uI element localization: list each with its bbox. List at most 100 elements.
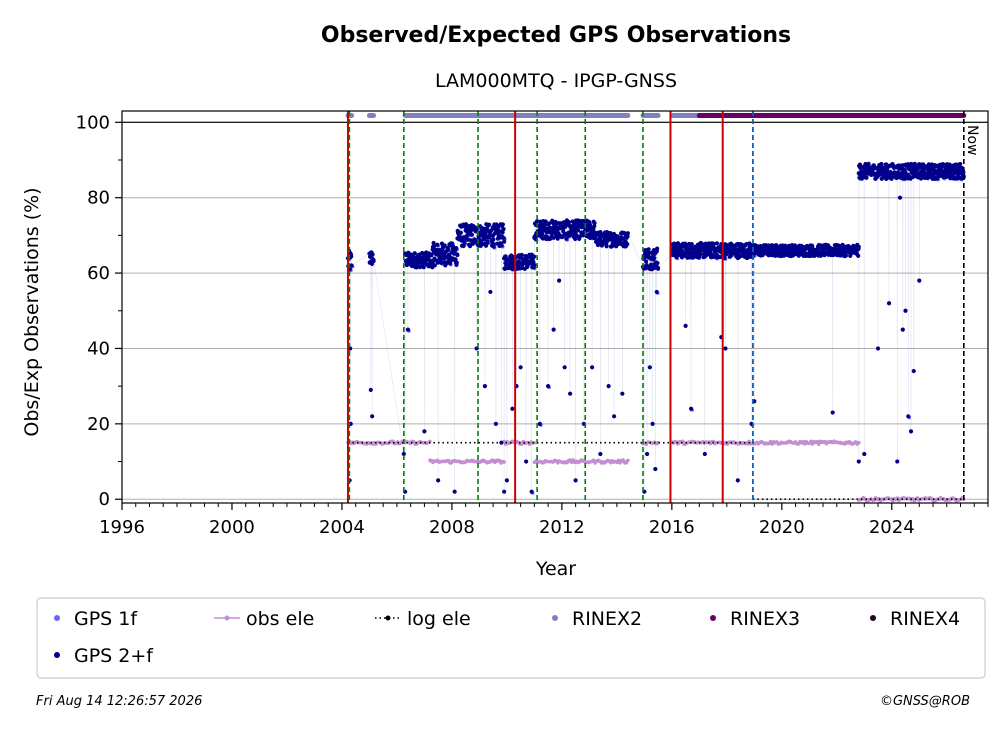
- obs-ele-point: [532, 440, 537, 445]
- gps2f-point: [900, 327, 905, 332]
- gps2f-point: [655, 261, 660, 266]
- obs-ele-point: [502, 460, 506, 464]
- gps2f-point: [573, 478, 578, 483]
- gps2f-point: [519, 252, 524, 257]
- footer-credit: ©GNSS@ROB: [879, 694, 970, 709]
- obs-ele-point: [816, 442, 821, 446]
- x-tick-label: 2020: [759, 517, 805, 538]
- gps2f-point: [453, 257, 458, 262]
- gps2f-point: [504, 478, 509, 483]
- gps2f-point: [501, 236, 506, 241]
- gps2f-point: [432, 263, 437, 268]
- gps2f-point: [500, 230, 505, 235]
- gps2f-point: [606, 384, 611, 389]
- gps2f-point: [450, 241, 455, 246]
- gps2f-point: [500, 222, 506, 227]
- y-axis-label: Obs/Exp Observations (%): [21, 187, 43, 436]
- x-tick-label: 2004: [319, 517, 365, 538]
- gps2f-point: [908, 429, 914, 434]
- gps2f-point: [735, 478, 740, 483]
- gps2f-point: [604, 244, 609, 249]
- gps2f-point: [491, 242, 497, 247]
- legend-label: GPS 2+f: [74, 645, 154, 667]
- gps2f-point: [652, 255, 657, 261]
- gps2f-point: [417, 265, 423, 270]
- obs-ele-point: [626, 458, 630, 463]
- gps2f-point: [439, 260, 444, 265]
- gps2f-point: [612, 414, 617, 419]
- gps2f-point: [886, 301, 892, 306]
- gps2f-point: [499, 243, 504, 248]
- gps2f-point: [689, 242, 694, 247]
- gps2f-point: [535, 218, 540, 224]
- gps2f-point: [843, 253, 849, 258]
- gps2f-point: [401, 451, 406, 457]
- gps2f-point: [529, 489, 534, 494]
- y-tick-label: 100: [76, 112, 110, 133]
- gps2f-point: [568, 391, 573, 396]
- x-tick-label: 2012: [539, 517, 585, 538]
- gps2f-point: [711, 241, 716, 246]
- x-tick-label: 2000: [209, 517, 255, 538]
- x-tick-label: 1996: [99, 517, 145, 538]
- chart-title: Observed/Expected GPS Observations: [321, 23, 791, 48]
- gps2f-point: [625, 234, 630, 239]
- y-tick-label: 60: [87, 263, 110, 284]
- gps2f-point: [537, 421, 542, 426]
- gps2f-point: [524, 459, 529, 464]
- gps2f-point: [714, 241, 720, 246]
- gps2f-point: [911, 368, 916, 374]
- gps2f-point: [436, 478, 441, 483]
- gps2f-point: [412, 251, 417, 256]
- gps2f-point: [903, 169, 908, 175]
- legend-label: GPS 1f: [74, 608, 138, 630]
- gps2f-point: [414, 265, 419, 270]
- legend-label: log ele: [407, 608, 471, 630]
- gps2f-point: [546, 384, 551, 389]
- gps2f-point: [941, 162, 946, 167]
- legend-marker: [552, 615, 558, 621]
- gps2f-point: [590, 365, 595, 370]
- gps2f-point: [864, 175, 869, 180]
- chart-subtitle: LAM000MTQ - IPGP-GNSS: [435, 70, 677, 92]
- gps2f-point: [531, 254, 537, 259]
- gps2f-point: [897, 195, 903, 200]
- obs-ele-point: [656, 440, 660, 445]
- plot-area: Now 1996 2000 2004 2008 2012 2016 2020 2024 0 20 40…: [76, 110, 989, 538]
- gps2f-point: [575, 227, 581, 233]
- gps2f-point: [856, 459, 861, 464]
- gps2f-point: [573, 236, 578, 242]
- gps2f-point: [543, 219, 548, 224]
- gps2f-point: [906, 414, 911, 419]
- plot-content: [345, 111, 967, 503]
- x-axis-label: Year: [535, 558, 576, 580]
- x-tick-label: 2024: [869, 517, 915, 538]
- x-tick-label: 2016: [649, 517, 695, 538]
- gps2f-point: [562, 365, 567, 370]
- plot-frame: [121, 110, 989, 504]
- gps2f-point: [485, 240, 490, 245]
- y-tick-label: 20: [87, 414, 110, 435]
- legend-marker: [710, 615, 716, 621]
- gps2f-point: [469, 232, 474, 237]
- gps2f-point: [510, 406, 515, 411]
- gps2f-point: [547, 221, 552, 226]
- gps2f-point: [421, 265, 426, 270]
- legend-marker: [870, 615, 876, 621]
- gps2f-point: [655, 246, 660, 251]
- obs-ele-point: [809, 439, 813, 444]
- gps2f-point: [655, 266, 661, 271]
- gps2f-point: [598, 451, 603, 457]
- legend-label: obs ele: [246, 608, 314, 630]
- y-tick-label: 80: [87, 188, 110, 209]
- gps2f-point: [518, 365, 523, 370]
- legend-marker: [385, 615, 391, 621]
- gps2f-point: [688, 406, 694, 411]
- gps2f-point: [683, 252, 689, 257]
- legend-marker: [224, 615, 230, 621]
- gps2f-point: [577, 234, 582, 239]
- gps2f-point: [454, 260, 459, 265]
- gps2f-point: [429, 253, 434, 258]
- gps2f-point: [702, 451, 707, 457]
- gps2f-point: [675, 241, 681, 246]
